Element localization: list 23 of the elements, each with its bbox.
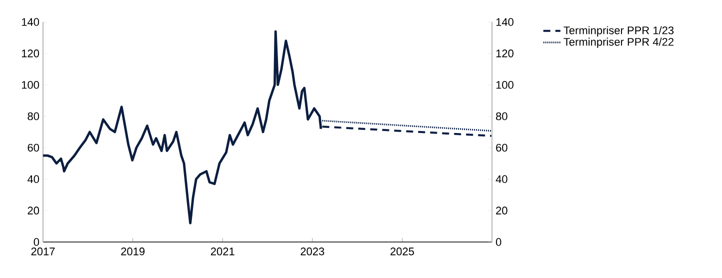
y-tick-label: 140 bbox=[22, 18, 40, 26]
y-tick-label: 20 bbox=[28, 206, 40, 214]
y-tick-label: 80 bbox=[28, 112, 40, 120]
y2-tick-label: 20 bbox=[496, 206, 508, 214]
y2-tick-label: 60 bbox=[496, 144, 508, 152]
y-tick-label: 0 bbox=[34, 238, 40, 246]
y-tick-label: 60 bbox=[28, 144, 40, 152]
legend-label: Terminpriser PPR 1/23 bbox=[564, 26, 674, 36]
y2-tick-label: 100 bbox=[496, 80, 514, 89]
y-tick-label: 100 bbox=[22, 80, 40, 89]
y2-tick-label: 0 bbox=[496, 238, 502, 246]
y2-tick-label: 140 bbox=[496, 18, 514, 26]
x-tick-label: 2021 bbox=[210, 248, 234, 256]
x-tick-label: 2019 bbox=[121, 248, 145, 256]
x-tick-label: 2025 bbox=[390, 248, 414, 256]
y2-tick-label: 40 bbox=[496, 175, 508, 184]
y-tick-label: 40 bbox=[28, 175, 40, 184]
y-tick-label: 120 bbox=[22, 50, 40, 58]
x-tick-label: 2017 bbox=[31, 248, 55, 256]
x-tick-label: 2023 bbox=[300, 248, 324, 256]
legend-label: Terminpriser PPR 4/22 bbox=[564, 38, 674, 48]
y2-tick-label: 80 bbox=[496, 112, 508, 120]
y2-tick-label: 120 bbox=[496, 50, 514, 58]
